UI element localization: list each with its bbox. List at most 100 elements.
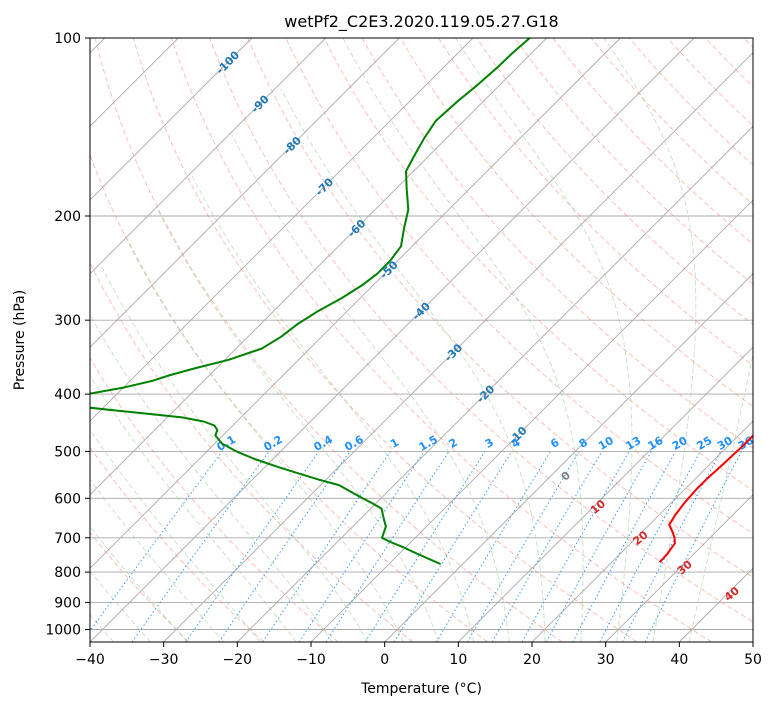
dry-adiabat-label: 40	[722, 584, 742, 604]
moist-adiabat-line	[90, 374, 297, 642]
mixing-ratio-line	[572, 451, 676, 642]
mixing-ratio-line	[467, 451, 580, 642]
dry-adiabat-line	[90, 446, 264, 642]
y-tick-label: 600	[54, 491, 81, 507]
dry-adiabat-label: 10	[588, 497, 608, 517]
mixing-ratio-label: 1.5	[417, 433, 440, 454]
moist-adiabat-line	[90, 313, 333, 642]
mixing-ratio-line	[435, 451, 552, 642]
isotherm-line	[678, 567, 753, 642]
isotherm-label: -40	[410, 299, 433, 322]
x-tick-label: −20	[223, 652, 253, 668]
moist-adiabat-line	[90, 428, 261, 642]
dry-adiabat-line	[90, 153, 488, 642]
dewpoint-profile	[90, 38, 531, 565]
y-tick-label: 400	[54, 387, 81, 403]
x-tick-label: 10	[449, 652, 467, 668]
mixing-ratio-line	[599, 451, 701, 642]
x-tick-label: 20	[523, 652, 541, 668]
mixing-ratio-line	[185, 451, 320, 642]
dry-adiabat-line	[743, 38, 753, 49]
mixing-ratio-label: 1	[388, 436, 401, 451]
x-axis-ticks: −40 −30 −20 −10 0 10 20 30 40 50	[75, 642, 762, 668]
dry-adiabat-line	[323, 38, 753, 492]
y-tick-label: 800	[54, 565, 81, 581]
mixing-ratio-line	[545, 451, 652, 642]
isotherm-line	[163, 52, 753, 642]
moist-adiabat-line	[90, 614, 114, 642]
isotherm-line	[457, 346, 753, 642]
dry-adiabat-line	[667, 38, 753, 127]
isotherm-label: -20	[474, 382, 497, 405]
moist-adiabat-line	[342, 38, 584, 642]
isotherm-line	[236, 125, 753, 642]
x-tick-label: 50	[744, 652, 762, 668]
isotherm-label: -30	[442, 341, 465, 364]
dry-adiabat-line	[399, 38, 753, 407]
y-tick-label: 200	[54, 209, 81, 225]
mixing-ratio-label: 13	[624, 434, 644, 453]
mixing-ratio-label: 0.4	[312, 433, 336, 454]
mixing-ratio-line	[218, 451, 351, 642]
moist-adiabat-line	[90, 478, 225, 642]
x-tick-label: 30	[597, 652, 615, 668]
x-tick-label: 0	[380, 652, 389, 668]
dry-adiabat-line	[90, 357, 339, 642]
isotherm-line	[531, 420, 753, 642]
mixing-ratio-line	[325, 451, 450, 642]
moist-adiabat-line	[100, 264, 369, 642]
isotherm-label: -100	[214, 48, 243, 77]
mixing-ratio-label: 10	[596, 434, 616, 453]
background-grid	[90, 38, 753, 642]
isotherm-line	[90, 38, 474, 422]
dry-adiabat-label: 30	[675, 558, 695, 578]
mixing-ratio-label: 20	[670, 434, 690, 453]
isotherm-line	[605, 494, 753, 642]
dry-adiabat-line	[94, 38, 563, 642]
x-tick-label: −40	[75, 652, 105, 668]
y-tick-label: 500	[54, 444, 81, 460]
isotherm-label: -60	[345, 217, 368, 240]
sounding-profiles	[90, 38, 753, 565]
y-tick-label: 300	[54, 313, 81, 329]
x-tick-label: −30	[149, 652, 179, 668]
isotherm-line	[90, 38, 400, 348]
dry-adiabat-line	[90, 531, 190, 642]
y-tick-label: 1000	[45, 623, 81, 639]
isotherm-line	[90, 38, 548, 496]
dry-adiabat-line	[514, 38, 753, 285]
temperature-profile	[658, 434, 753, 563]
mixing-ratio-line	[393, 451, 513, 642]
isotherm-line	[752, 641, 753, 642]
dry-adiabat-line	[90, 261, 414, 642]
mixing-ratio-line	[621, 451, 722, 642]
isotherm-label: -90	[249, 92, 272, 115]
mixing-ratio-line	[644, 451, 742, 642]
moist-adiabat-line	[126, 238, 404, 642]
isotherm-line	[310, 199, 753, 642]
y-tick-label: 900	[54, 595, 81, 611]
moist-adiabat-line	[190, 174, 475, 642]
moist-adiabat-label: 0	[559, 469, 574, 484]
dry-adiabat-line	[209, 38, 753, 623]
x-tick-label: −10	[296, 652, 326, 668]
mixing-ratio-label: 3	[483, 436, 496, 451]
isotherm-label: -80	[281, 134, 304, 157]
mixing-ratio-line	[262, 451, 391, 642]
isotherm-line	[384, 273, 753, 642]
dry-adiabat-label: 20	[630, 528, 650, 548]
dry-adiabat-line	[438, 38, 753, 366]
dry-adiabat-line	[590, 38, 753, 206]
moist-adiabat-line	[231, 134, 510, 642]
mixing-ratio-line	[131, 451, 270, 642]
mixing-ratio-label: 0.6	[342, 433, 366, 454]
mixing-ratio-label: 16	[646, 434, 666, 453]
mixing-ratio-label: 8	[577, 436, 590, 451]
moist-adiabat-line	[603, 38, 697, 642]
y-axis-ticks: 100 200 300 400 500 600 700 800 900 1000	[45, 31, 90, 639]
dry-adiabat-line	[247, 38, 753, 578]
dry-adiabat-line	[476, 38, 753, 326]
mixing-ratio-label: 25	[695, 434, 715, 453]
dry-adiabat-line	[285, 38, 753, 535]
chart-title: wetPf2_C2E3.2020.119.05.27.G18	[284, 12, 558, 32]
